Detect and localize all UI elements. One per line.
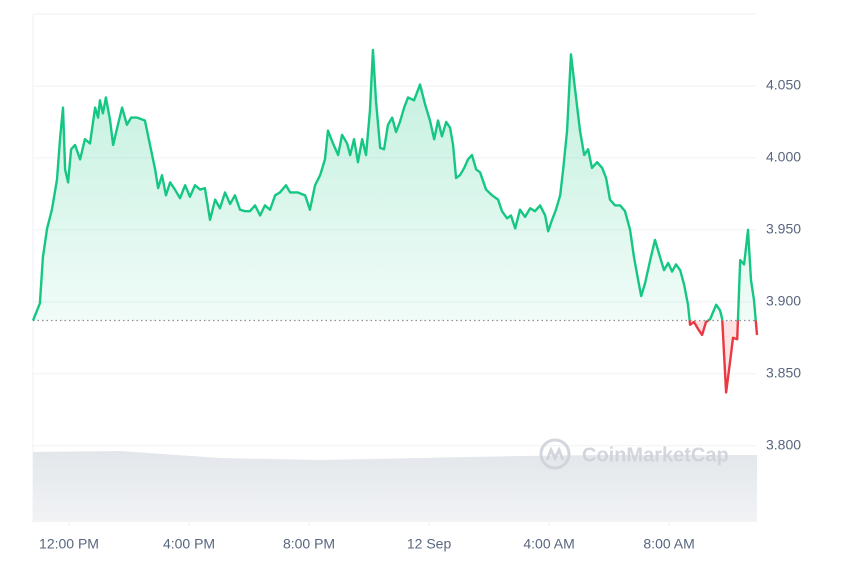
y-tick-label: 3.950	[766, 221, 801, 237]
watermark-logo-mark	[545, 446, 565, 462]
y-tick-label: 3.800	[766, 436, 801, 452]
plot-layer	[31, 48, 759, 394]
y-tick-label: 4.000	[766, 149, 801, 165]
y-tick-label: 3.900	[766, 293, 801, 309]
x-tick-label: 8:00 AM	[643, 536, 694, 552]
x-tick-label: 12 Sep	[407, 536, 452, 552]
watermark-logo	[539, 438, 571, 470]
volume-area	[33, 451, 757, 522]
x-tick-label: 4:00 AM	[523, 536, 574, 552]
x-tick-label: 8:00 PM	[283, 536, 335, 552]
price-line	[31, 48, 759, 394]
grid-layer: 3.800 3.850 3.900 3.950 4.000 4.050 12:00 PM 4:…	[33, 77, 801, 552]
y-tick-label: 3.850	[766, 364, 801, 380]
y-tick-label: 4.050	[766, 77, 801, 93]
x-tick-label: 12:00 PM	[39, 536, 99, 552]
watermark: CoinMarketCap	[539, 438, 729, 470]
price-area	[33, 49, 757, 393]
x-tick-label: 4:00 PM	[163, 536, 215, 552]
watermark-text: CoinMarketCap	[582, 444, 729, 466]
